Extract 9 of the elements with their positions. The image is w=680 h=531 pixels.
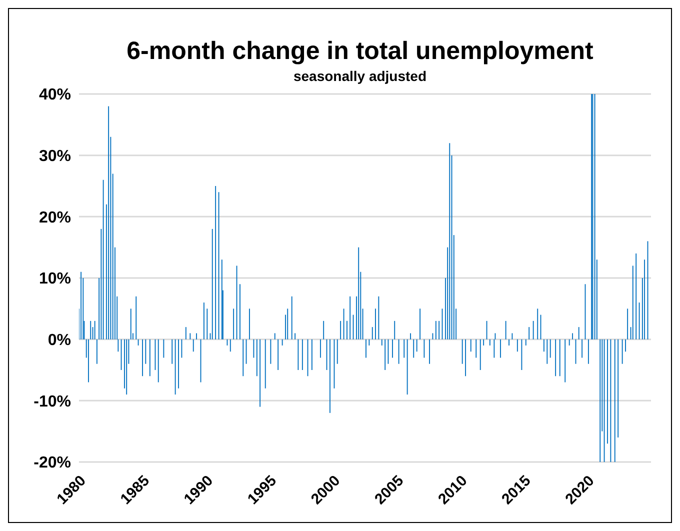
y-tick-label: 20% (38, 209, 71, 226)
y-tick-label: 30% (38, 148, 71, 166)
y-tick-label: -20% (34, 454, 71, 472)
chart-subtitle: seasonally adjusted (292, 68, 428, 84)
y-tick-label: 40% (38, 86, 71, 104)
y-tick-label: 10% (38, 270, 71, 288)
chart-title: 6-month change in total unemployment (126, 37, 594, 66)
y-tick-label: -10% (34, 393, 71, 410)
y-tick-label: 0% (48, 332, 71, 350)
